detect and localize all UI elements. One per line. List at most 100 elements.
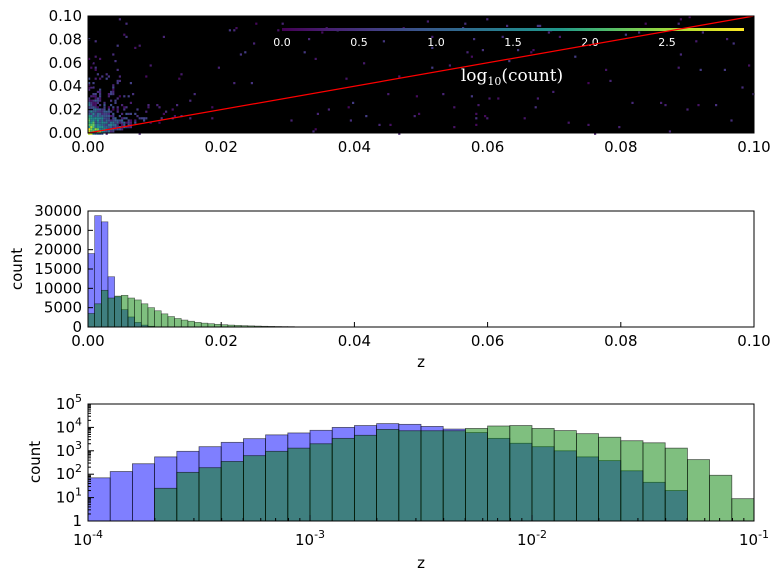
density-cell bbox=[90, 66, 93, 69]
density-cell bbox=[145, 110, 148, 113]
density-cell bbox=[281, 22, 284, 25]
density-cell bbox=[116, 128, 119, 131]
density-cell bbox=[94, 121, 97, 124]
density-cell bbox=[431, 66, 434, 69]
density-cell bbox=[143, 119, 146, 122]
density-cell bbox=[96, 121, 99, 124]
density-cell bbox=[112, 88, 115, 91]
density-cell bbox=[726, 38, 729, 41]
y-tick-label: 25000 bbox=[34, 221, 82, 239]
density-cell bbox=[103, 121, 106, 124]
density-cell bbox=[466, 51, 469, 54]
density-cell bbox=[107, 112, 110, 115]
density-cell bbox=[103, 106, 106, 109]
density-cell bbox=[162, 112, 165, 115]
histogram-bar bbox=[194, 322, 202, 328]
density-cell bbox=[96, 112, 99, 115]
density-cell bbox=[114, 119, 117, 122]
density-cell bbox=[103, 104, 106, 107]
density-cell bbox=[638, 31, 641, 34]
density-cell bbox=[103, 112, 106, 115]
density-cell bbox=[121, 117, 124, 120]
density-cell bbox=[453, 126, 456, 129]
density-cell bbox=[94, 99, 97, 102]
density-cell bbox=[486, 117, 489, 120]
density-cell bbox=[398, 75, 401, 78]
histogram-bar bbox=[220, 461, 244, 522]
histogram-bar bbox=[709, 474, 733, 522]
density-cell bbox=[464, 22, 467, 25]
x-tick-label: 0.00 bbox=[71, 332, 104, 350]
density-cell bbox=[105, 110, 108, 113]
density-cell bbox=[255, 22, 258, 25]
density-cell bbox=[92, 104, 95, 107]
density-cell bbox=[112, 93, 115, 96]
density-cell bbox=[730, 119, 733, 122]
y-tick-label: 103 bbox=[56, 439, 82, 460]
density-cell bbox=[488, 97, 491, 100]
density-cell bbox=[88, 126, 91, 129]
y-tick-label: 105 bbox=[56, 392, 82, 413]
density-cell bbox=[701, 31, 704, 34]
density-cell bbox=[107, 95, 110, 98]
density-cell bbox=[470, 95, 473, 98]
density-cell bbox=[94, 68, 97, 71]
histogram-bar bbox=[598, 436, 622, 522]
density-cell bbox=[244, 51, 247, 54]
density-cell bbox=[90, 86, 93, 89]
density-cell bbox=[112, 121, 115, 124]
density-cell bbox=[129, 126, 132, 129]
density-cell bbox=[118, 79, 121, 82]
reference-line bbox=[87, 15, 755, 134]
density-cell bbox=[125, 126, 128, 129]
density-cell bbox=[118, 95, 121, 98]
y-tick-label: 101 bbox=[56, 486, 82, 507]
density-cell bbox=[389, 123, 392, 126]
colorbar-label: log10(count) bbox=[461, 66, 563, 88]
density-cell bbox=[587, 123, 590, 126]
density-cell bbox=[609, 79, 612, 82]
density-cell bbox=[116, 106, 119, 109]
histogram-bar bbox=[576, 433, 600, 522]
density-cell bbox=[88, 99, 91, 102]
density-cell bbox=[90, 112, 93, 115]
density-cell bbox=[116, 108, 119, 111]
colorbar-tick-label: 0.0 bbox=[273, 36, 291, 49]
density-cell bbox=[140, 117, 143, 120]
density-cell bbox=[92, 121, 95, 124]
density-cell bbox=[303, 51, 306, 54]
density-cell bbox=[149, 64, 152, 67]
density-cell bbox=[239, 53, 242, 56]
density-cell bbox=[217, 66, 220, 69]
density-cell bbox=[121, 119, 124, 122]
density-cell bbox=[473, 38, 476, 41]
density-cell bbox=[90, 99, 93, 102]
density-cell bbox=[90, 132, 93, 135]
density-cell bbox=[532, 49, 535, 52]
density-cell bbox=[110, 130, 113, 133]
density-cell bbox=[314, 128, 317, 131]
density-cell bbox=[103, 117, 106, 120]
density-cell bbox=[90, 115, 93, 118]
histogram-bar bbox=[167, 316, 175, 328]
density-cell bbox=[129, 121, 132, 124]
plot-frame bbox=[87, 403, 755, 522]
density-cell bbox=[688, 16, 691, 19]
density-cell bbox=[129, 119, 132, 122]
histogram-bar bbox=[131, 463, 155, 522]
density-cell bbox=[88, 84, 91, 87]
x-axis-label: z bbox=[417, 353, 425, 371]
density-cell bbox=[365, 115, 368, 118]
density-cell bbox=[189, 99, 192, 102]
density-cell bbox=[475, 112, 478, 115]
density-cell bbox=[552, 90, 555, 93]
density-cell bbox=[88, 82, 91, 85]
density-cell bbox=[107, 121, 110, 124]
y-tick-label: 0.04 bbox=[49, 77, 82, 95]
density-cell bbox=[253, 42, 256, 45]
density-cell bbox=[501, 35, 504, 38]
density-cell bbox=[112, 53, 115, 56]
density-cell bbox=[88, 104, 91, 107]
density-cell bbox=[90, 106, 93, 109]
density-cell bbox=[112, 119, 115, 122]
